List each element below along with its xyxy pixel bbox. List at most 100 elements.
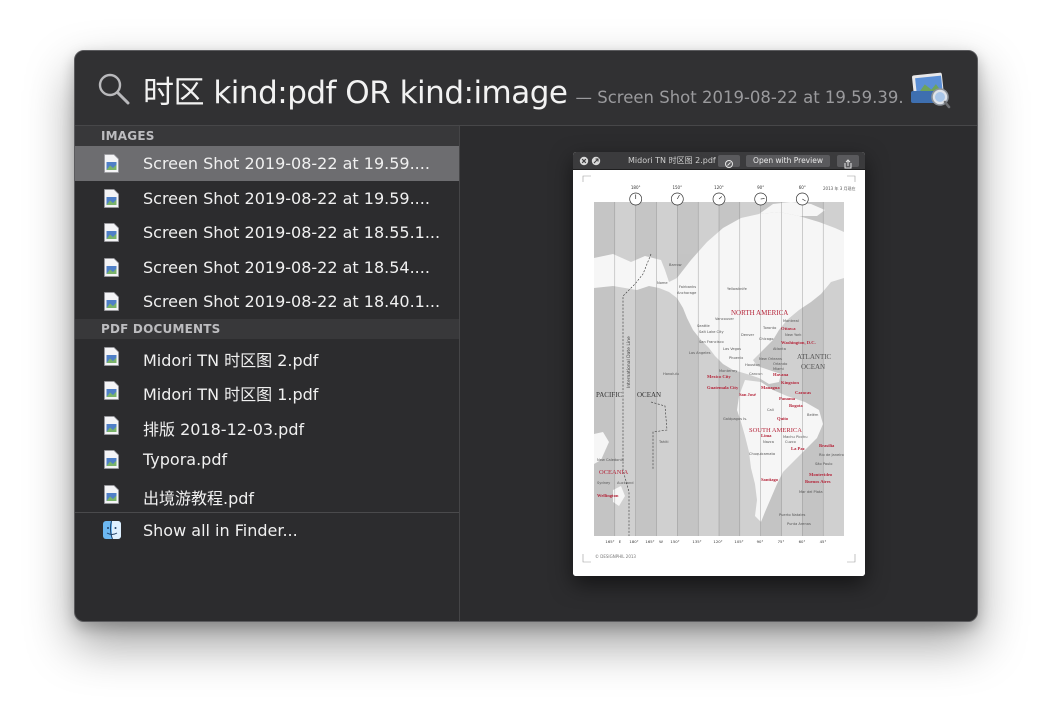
result-row[interactable]: Midori TN 时区图 1.pdf (75, 373, 459, 408)
capital-label: Lima (761, 433, 772, 438)
result-row[interactable]: Screen Shot 2019-08-22 at 18.54.... (75, 250, 459, 285)
capital-label: Mexico City (707, 374, 732, 379)
city-label: Salt Lake City (699, 330, 724, 334)
close-icon[interactable] (579, 156, 589, 166)
city-label: Orlando (773, 362, 787, 366)
city-label: Mar del Plata (799, 490, 823, 494)
city-label: Yellowknife (727, 287, 748, 291)
capital-label: La Paz (791, 446, 805, 451)
result-label: 出境游教程.pdf (143, 488, 255, 508)
pdf-file-icon (104, 346, 119, 366)
city-label: Sydney (597, 481, 611, 485)
image-file-icon (104, 223, 119, 242)
preview-app-icon (911, 72, 951, 109)
clock-label: 120° (714, 185, 724, 190)
capital-label: Havana (773, 372, 789, 377)
region-labels: NORTH AMERICA ATLANTIC OCEAN PACIFIC OCE… (596, 309, 832, 476)
meridian-label: 120° (713, 539, 722, 544)
image-file-icon (104, 188, 119, 208)
city-label: Montreal (783, 319, 799, 323)
bottom-meridian-labels: 165° E 180° 165° W 150° 135° 120° 105° 9… (605, 539, 826, 544)
time-zone-map: International Date Line 180° 150° 120° 9… (573, 170, 865, 576)
city-label: Toronto (762, 326, 776, 330)
city-labels-grey: Barrow Nome Fairbanks Anchorage Yellowkn… (597, 263, 844, 526)
image-file-icon (104, 292, 119, 311)
clock-icons (629, 192, 809, 206)
city-label: Tahiti (658, 440, 669, 444)
capital-label: Ottawa (781, 326, 796, 331)
markup-icon (725, 160, 733, 168)
result-row[interactable]: 排版 2018-12-03.pdf (75, 408, 459, 443)
result-label: Midori TN 时区图 2.pdf (143, 350, 319, 370)
capital-label: Caracas (795, 390, 811, 395)
result-row[interactable]: Screen Shot 2019-08-22 at 18.40.1... (75, 284, 459, 319)
capital-label: Brasilia (819, 443, 835, 448)
meridian-label: 135° (692, 539, 701, 544)
city-label: Nazca (763, 440, 774, 444)
clock-label: 150° (672, 185, 682, 190)
search-bar[interactable]: 时区 kind:pdf OR kind:image — Screen Shot … (75, 51, 977, 126)
city-label: New Orleans (759, 357, 782, 361)
results-list: IMAGES Screen Shot 2019-08-22 at 19.59..… (75, 126, 460, 621)
pdf-file-icon (104, 450, 119, 469)
divider (75, 512, 459, 513)
city-label: Los Angeles (689, 351, 711, 355)
city-label: Chicago (759, 337, 773, 341)
city-label: Punta Arenas (787, 522, 811, 526)
result-row[interactable]: Screen Shot 2019-08-22 at 18.55.1... (75, 215, 459, 250)
section-header-images: IMAGES (75, 126, 459, 146)
capital-label: Managua (761, 385, 780, 390)
region-label: OCEAN (801, 363, 825, 371)
spotlight-window: 时区 kind:pdf OR kind:image — Screen Shot … (74, 50, 978, 622)
result-label: 排版 2018-12-03.pdf (143, 419, 305, 439)
result-row[interactable]: Typora.pdf (75, 442, 459, 477)
region-label: OCEAN (637, 391, 661, 399)
search-query-text[interactable]: 时区 kind:pdf OR kind:image (143, 75, 568, 111)
city-label: Miami (773, 367, 784, 371)
fullscreen-icon[interactable] (591, 156, 601, 166)
meridian-label: E (619, 539, 622, 544)
markup-button[interactable] (718, 155, 740, 168)
city-label: Nome (657, 281, 668, 285)
search-input[interactable]: 时区 kind:pdf OR kind:image — Screen Shot … (143, 67, 904, 112)
capital-label: Bogota (789, 403, 803, 408)
result-row[interactable]: Midori TN 时区图 2.pdf (75, 339, 459, 374)
open-with-preview-button[interactable]: Open with Preview (746, 155, 830, 167)
show-all-in-finder-row[interactable]: Show all in Finder... (75, 513, 459, 548)
city-label: Cali (767, 408, 774, 412)
pdf-file-icon (104, 415, 119, 435)
city-label: Vancouver (715, 317, 734, 321)
meridian-lines (614, 202, 824, 536)
city-labels-red: Ottawa Washington, D.C. Havana Mexico Ci… (597, 326, 835, 498)
preview-titlebar: Midori TN 时区图 2.pdf Open with Preview (573, 152, 865, 170)
city-label: Fairbanks (679, 285, 696, 289)
capital-label: Wellington (597, 493, 619, 498)
clock-label: 90° (757, 185, 764, 190)
result-row[interactable]: Screen Shot 2019-08-22 at 19.59.... (75, 181, 459, 216)
city-label: Atlanta (773, 347, 786, 351)
result-label: Screen Shot 2019-08-22 at 19.59.... (143, 154, 430, 173)
pdf-file-icon (104, 381, 119, 400)
city-label: São Paulo (815, 462, 833, 466)
city-label: San Francisco (699, 340, 724, 344)
capital-label: Montevideo (809, 472, 833, 477)
result-row[interactable]: 出境游教程.pdf (75, 477, 459, 512)
city-label: Galápagos Is. (723, 417, 747, 421)
clock-labels: 180° 150° 120° 90° 60° (631, 185, 806, 190)
result-row[interactable]: Screen Shot 2019-08-22 at 19.59.... (75, 146, 459, 181)
capital-label: Kingston (781, 380, 799, 385)
capital-label: Santiago (761, 477, 779, 482)
region-label: SOUTH AMERICA (749, 427, 802, 434)
section-header-pdf-documents: PDF DOCUMENTS (75, 318, 459, 339)
region-label: ATLANTIC (797, 353, 832, 361)
share-button[interactable] (837, 155, 859, 169)
city-label: Auckland (617, 481, 634, 485)
show-all-in-finder-label: Show all in Finder... (143, 521, 298, 540)
pdf-file-icon (104, 484, 119, 504)
meridian-label: 180° (629, 539, 638, 544)
meridian-label: W (659, 539, 663, 544)
city-label: Phoenix (729, 356, 744, 360)
city-label: Barrow (669, 263, 682, 267)
city-label: New York (785, 333, 802, 337)
capital-label: San José (739, 392, 756, 397)
